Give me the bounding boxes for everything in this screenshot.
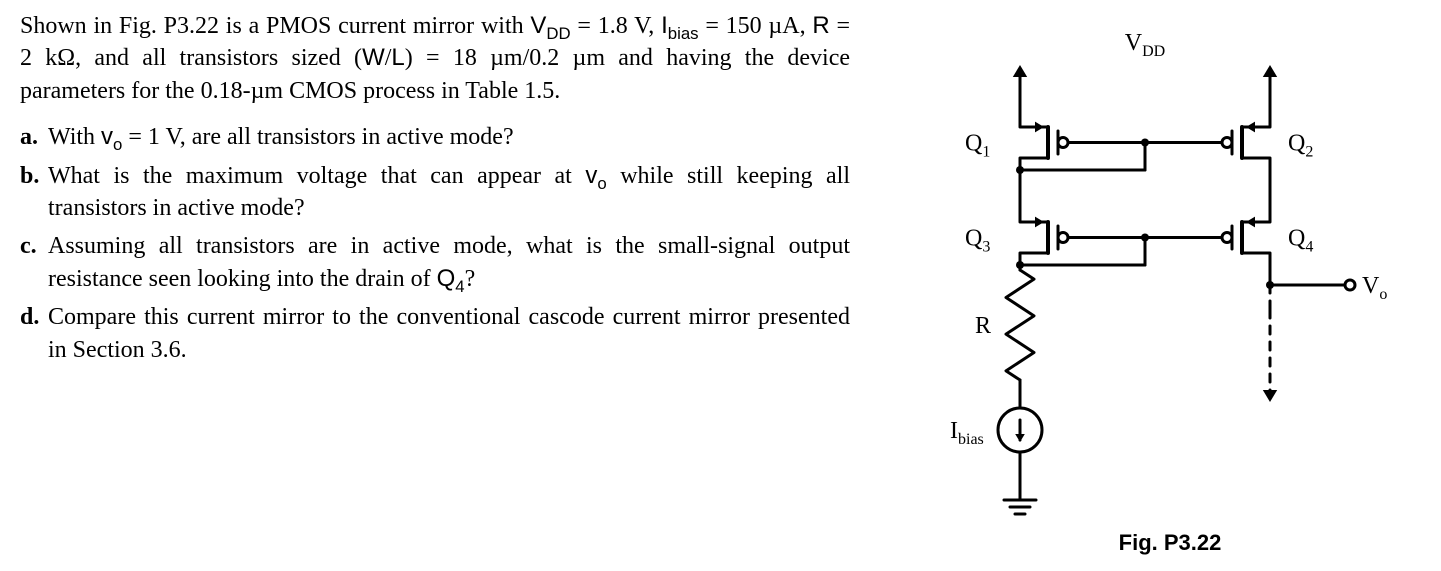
svg-text:R: R [975,313,991,339]
question-label: a. [20,121,48,153]
svg-text:Vo: Vo [1362,273,1387,303]
page-root: Shown in Fig. P3.22 is a PMOS current mi… [0,0,1441,571]
figure-column: VDD Q1 Q2 Q3 Q4 R Ibias Vo Fig. P3.22 [870,10,1421,561]
question-label: c. [20,230,48,295]
figure-caption: Fig. P3.22 [1070,530,1270,556]
question-item: a.With vo = 1 V, are all transistors in … [20,121,850,153]
question-text: What is the maximum voltage that can app… [48,160,850,225]
question-item: d.Compare this current mirror to the con… [20,301,850,366]
problem-intro: Shown in Fig. P3.22 is a PMOS current mi… [20,10,850,107]
question-text: With vo = 1 V, are all transistors in ac… [48,121,850,153]
question-item: b.What is the maximum voltage that can a… [20,160,850,225]
question-list: a.With vo = 1 V, are all transistors in … [20,121,850,366]
question-item: c.Assuming all transistors are in active… [20,230,850,295]
problem-text-column: Shown in Fig. P3.22 is a PMOS current mi… [20,10,870,561]
svg-text:Q4: Q4 [1288,226,1313,256]
question-label: d. [20,301,48,366]
question-text: Assuming all transistors are in active m… [48,230,850,295]
question-label: b. [20,160,48,225]
svg-text:Q3: Q3 [965,226,990,256]
svg-text:Ibias: Ibias [950,418,984,448]
svg-text:Q2: Q2 [1288,131,1313,161]
circuit-figure: VDD Q1 Q2 Q3 Q4 R Ibias Vo [870,10,1430,570]
content-row: Shown in Fig. P3.22 is a PMOS current mi… [20,10,1421,561]
svg-text:VDD: VDD [1125,30,1165,60]
question-text: Compare this current mirror to the conve… [48,301,850,366]
svg-text:Q1: Q1 [965,131,990,161]
